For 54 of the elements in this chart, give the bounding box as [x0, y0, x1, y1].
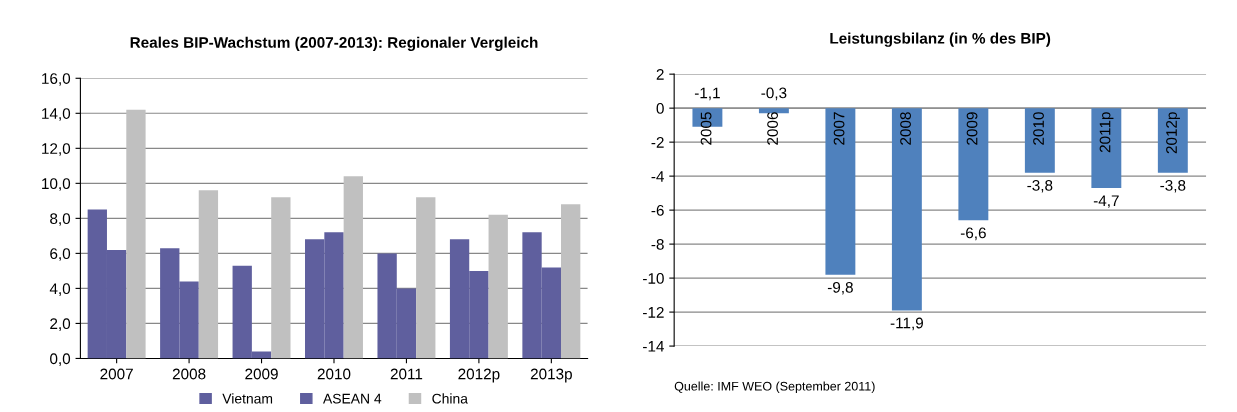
data-label: -4,7 [1093, 195, 1119, 208]
y-tick-label: 2,0 [50, 318, 71, 331]
x-tick-label: 2009 [966, 112, 978, 145]
data-label: -9,8 [827, 281, 853, 295]
x-tick-label: 2010 [1033, 112, 1044, 145]
y-tick-label: -14 [643, 341, 664, 352]
y-tick-label: 6,0 [50, 248, 71, 261]
y-tick-label: -10 [643, 272, 664, 284]
y-tick-label: 12,0 [42, 143, 71, 156]
x-tick-label: 2007 [833, 112, 845, 145]
y-tick-label: 4,0 [49, 283, 71, 296]
source-note: Quelle: IMF WEO (September 2011) [674, 381, 875, 394]
bar [561, 204, 581, 359]
chart-title: Leistungsbilanz (in % des BIP) [830, 32, 1051, 47]
y-tick-label: -2 [651, 137, 664, 148]
chart-title: Reales BIP-Wachstum (2007-2013): Regionaler Vergleich [130, 36, 538, 51]
bar [126, 109, 146, 359]
x-tick-label: 2009 [245, 368, 278, 380]
bar [343, 176, 363, 359]
bar [416, 197, 436, 359]
legend-label: China [432, 393, 468, 404]
x-tick-label: 2012p [458, 368, 500, 383]
y-tick-label: -6 [651, 204, 664, 216]
x-tick-label: 2012p [1166, 112, 1180, 154]
x-tick-label: 2006 [767, 112, 778, 145]
bar [488, 214, 508, 359]
x-tick-label: 2008 [172, 368, 206, 380]
x-tick-label: 2011p [1099, 112, 1114, 153]
y-tick-label: 16,0 [42, 73, 71, 86]
data-label: -11,9 [890, 317, 923, 331]
x-tick-label: 2008 [900, 112, 911, 145]
x-tick-label: 2007 [100, 368, 133, 380]
y-tick-label: 0,0 [50, 353, 71, 366]
y-tick-label: -12 [643, 306, 664, 318]
x-tick-label: 2010 [317, 368, 351, 380]
legend-label: ASEAN 4 [323, 393, 382, 404]
y-tick-label: 8,0 [50, 213, 71, 226]
legend-label: Vietnam [222, 393, 273, 404]
data-label: -3,8 [1027, 179, 1053, 193]
bar [271, 197, 291, 359]
data-label: -0,3 [761, 87, 787, 101]
y-tick-label: 10,0 [42, 178, 71, 191]
data-label: -6,6 [960, 227, 986, 241]
y-tick-label: -8 [651, 238, 664, 250]
x-tick-label: 2005 [700, 112, 712, 145]
data-label: -1,1 [694, 87, 720, 101]
x-tick-label: 2011 [390, 368, 423, 380]
y-tick-label: 2 [656, 69, 664, 80]
y-tick-label: 0 [656, 103, 664, 114]
data-label: -3,8 [1160, 179, 1186, 193]
y-tick-label: 14,0 [42, 108, 71, 121]
bar [198, 190, 219, 359]
y-tick-label: -4 [651, 171, 664, 182]
x-tick-label: 2013p [530, 368, 572, 383]
